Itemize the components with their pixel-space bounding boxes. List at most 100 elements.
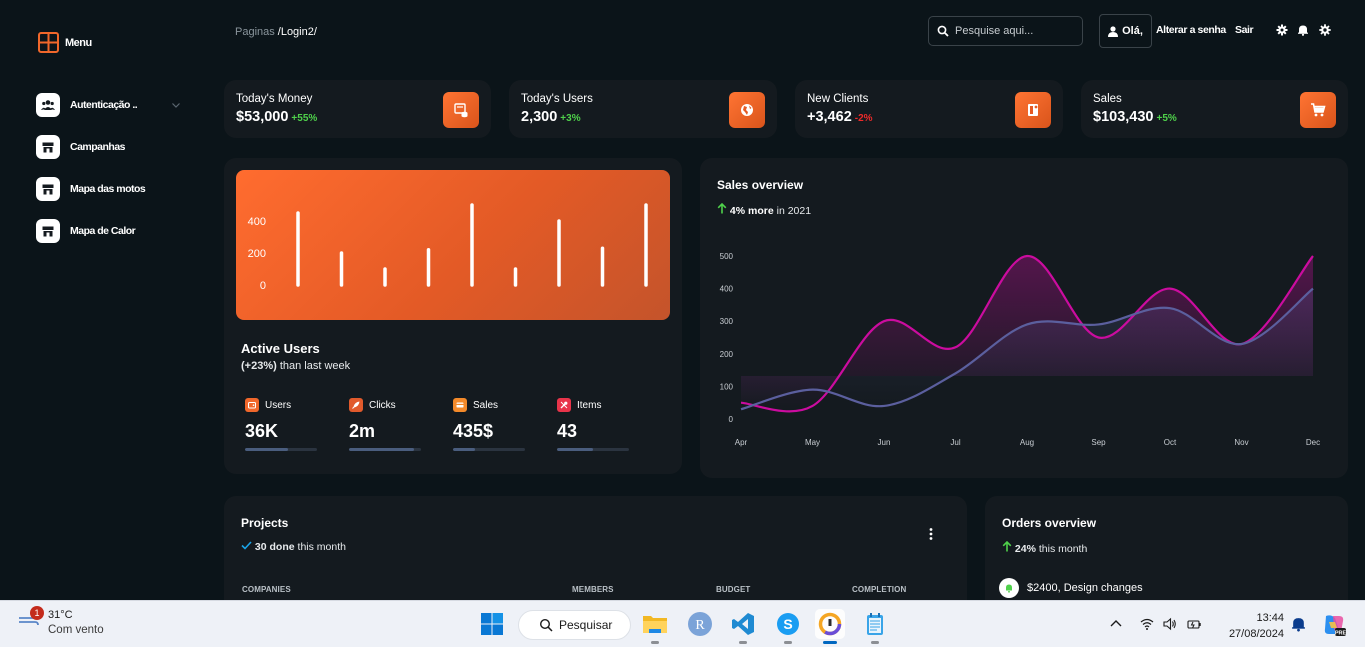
column-header-members[interactable]: MEMBERS	[572, 585, 614, 594]
metric-progress-fill	[453, 448, 475, 451]
store-icon	[36, 177, 60, 201]
search-icon	[539, 618, 553, 632]
x-tick-label: May	[805, 438, 820, 447]
rocket-icon	[349, 398, 363, 412]
metric-label: Clicks	[369, 399, 396, 411]
user-icon	[1108, 25, 1119, 37]
search-icon	[937, 25, 949, 37]
y-tick-label: 0	[260, 280, 266, 292]
clock[interactable]: 13:44 27/08/2024	[1220, 610, 1284, 642]
sidebar-item-campanhas[interactable]: Campanhas	[36, 135, 181, 159]
sidebar-item-mapa-motos[interactable]: Mapa das motos	[36, 177, 181, 201]
user-menu[interactable]: Olá,	[1099, 14, 1152, 48]
volume-icon[interactable]	[1163, 617, 1177, 631]
stat-card-money: Today's Money $53,000 +55%	[224, 80, 491, 138]
file-explorer-app[interactable]	[640, 609, 670, 644]
svg-text:PRE: PRE	[1335, 630, 1347, 636]
sidebar-item-label: Mapa das motos	[70, 183, 146, 195]
metric-value: 435$	[453, 421, 494, 441]
store-icon	[36, 219, 60, 243]
stat-change: -2%	[854, 113, 873, 124]
metric-value: 43	[557, 421, 578, 441]
notification-badge: 1	[30, 606, 44, 620]
metric-clicks: Clicks 2m	[349, 398, 421, 451]
breadcrumb-root[interactable]: Paginas	[235, 26, 275, 38]
vscode-app[interactable]	[728, 609, 758, 644]
metric-label: Sales	[473, 399, 499, 411]
sales-overview-card: Sales overview 4% more in 2021 0 100 200 30…	[700, 158, 1348, 478]
r-app[interactable]: R	[685, 609, 715, 639]
search-box[interactable]	[928, 16, 1083, 46]
chevron-down-icon[interactable]	[171, 100, 181, 110]
x-tick-label: Apr	[735, 438, 748, 447]
start-button[interactable]	[477, 609, 507, 639]
check-icon	[241, 541, 252, 550]
column-header-budget[interactable]: BUDGET	[716, 585, 751, 594]
series-area	[741, 288, 1313, 410]
tools-icon	[557, 398, 571, 412]
column-header-completion[interactable]: COMPLETION	[852, 585, 907, 594]
folder-icon	[643, 616, 667, 633]
arrow-up-icon	[1002, 540, 1012, 552]
svg-text:R: R	[695, 618, 705, 633]
sidebar: Menu Autenticação .. Campanhas Mapa das …	[0, 0, 200, 600]
metric-progress-fill	[245, 448, 289, 451]
metric-progress	[453, 448, 525, 451]
change-password-link[interactable]: Alterar a senha	[1156, 24, 1226, 36]
battery-icon[interactable]	[1187, 617, 1201, 631]
active-app[interactable]	[815, 609, 845, 644]
bell-icon	[999, 578, 1019, 598]
sidebar-item-mapa-calor[interactable]: Mapa de Calor	[36, 219, 181, 243]
notepad-app[interactable]	[860, 609, 890, 644]
running-indicator	[871, 641, 879, 644]
orders-subtitle: 24% this month	[1002, 540, 1087, 555]
chevron-up-icon[interactable]	[1109, 617, 1123, 631]
sales-overview-subtitle: 4% more in 2021	[717, 202, 811, 217]
sidebar-item-label: Autenticação ..	[70, 99, 138, 111]
copilot-icon[interactable]: PRE	[1321, 612, 1347, 638]
windows-logo-icon	[481, 613, 503, 635]
brand[interactable]: Menu	[38, 32, 92, 53]
store-icon	[36, 135, 60, 159]
metric-value: 36K	[245, 421, 279, 441]
active-users-bar-panel: 400 200 0	[236, 170, 670, 320]
taskbar-search[interactable]: Pesquisar	[518, 610, 631, 640]
cart-icon	[1300, 92, 1336, 128]
logout-link[interactable]: Sair	[1235, 24, 1254, 36]
weather-widget[interactable]: 1 31°C Com vento	[18, 606, 104, 636]
y-tick-label: 0	[729, 415, 734, 424]
stat-change: +3%	[560, 113, 581, 124]
breadcrumb: Paginas/Login2/	[235, 26, 317, 38]
order-item[interactable]: $2400, Design changes	[999, 578, 1143, 598]
wifi-icon[interactable]	[1140, 617, 1154, 631]
sales-overview-chart: 0 100 200 300 400 500 Apr May Jun Jul Aug Sep Oct Nov…	[720, 252, 1320, 447]
running-indicator	[739, 641, 747, 644]
clock-date: 27/08/2024	[1228, 628, 1284, 640]
card-icon	[453, 398, 467, 412]
globe-icon	[729, 92, 765, 128]
x-tick-label: Jul	[950, 438, 960, 447]
skype-app[interactable]: S	[773, 609, 803, 644]
greeting: Olá,	[1122, 25, 1143, 37]
column-header-companies[interactable]: COMPANIES	[242, 585, 291, 594]
projects-subtitle: 30 done this month	[241, 541, 346, 553]
stat-change: +5%	[1156, 113, 1177, 124]
stat-title: Sales	[1093, 93, 1122, 105]
running-indicator	[784, 641, 792, 644]
gear-icon[interactable]	[1276, 24, 1288, 36]
active-users-bar-chart: 400 200 0	[248, 203, 648, 292]
more-options-icon[interactable]	[929, 528, 933, 540]
search-input[interactable]	[955, 25, 1075, 37]
taskbar-search-label: Pesquisar	[559, 618, 613, 632]
bell-icon[interactable]	[1297, 24, 1309, 36]
sidebar-item-autenticacao[interactable]: Autenticação ..	[36, 93, 181, 117]
svg-text:S: S	[783, 616, 792, 632]
metric-progress-fill	[557, 448, 593, 451]
active-users-subtitle: (+23%) than last week	[241, 360, 351, 372]
notification-bell-icon[interactable]	[1291, 616, 1306, 632]
settings-icon[interactable]	[1319, 24, 1331, 36]
y-tick-label: 100	[720, 382, 734, 391]
y-tick-label: 300	[720, 317, 734, 326]
arrow-up-icon	[717, 202, 727, 214]
orders-title: Orders overview	[1002, 516, 1097, 530]
